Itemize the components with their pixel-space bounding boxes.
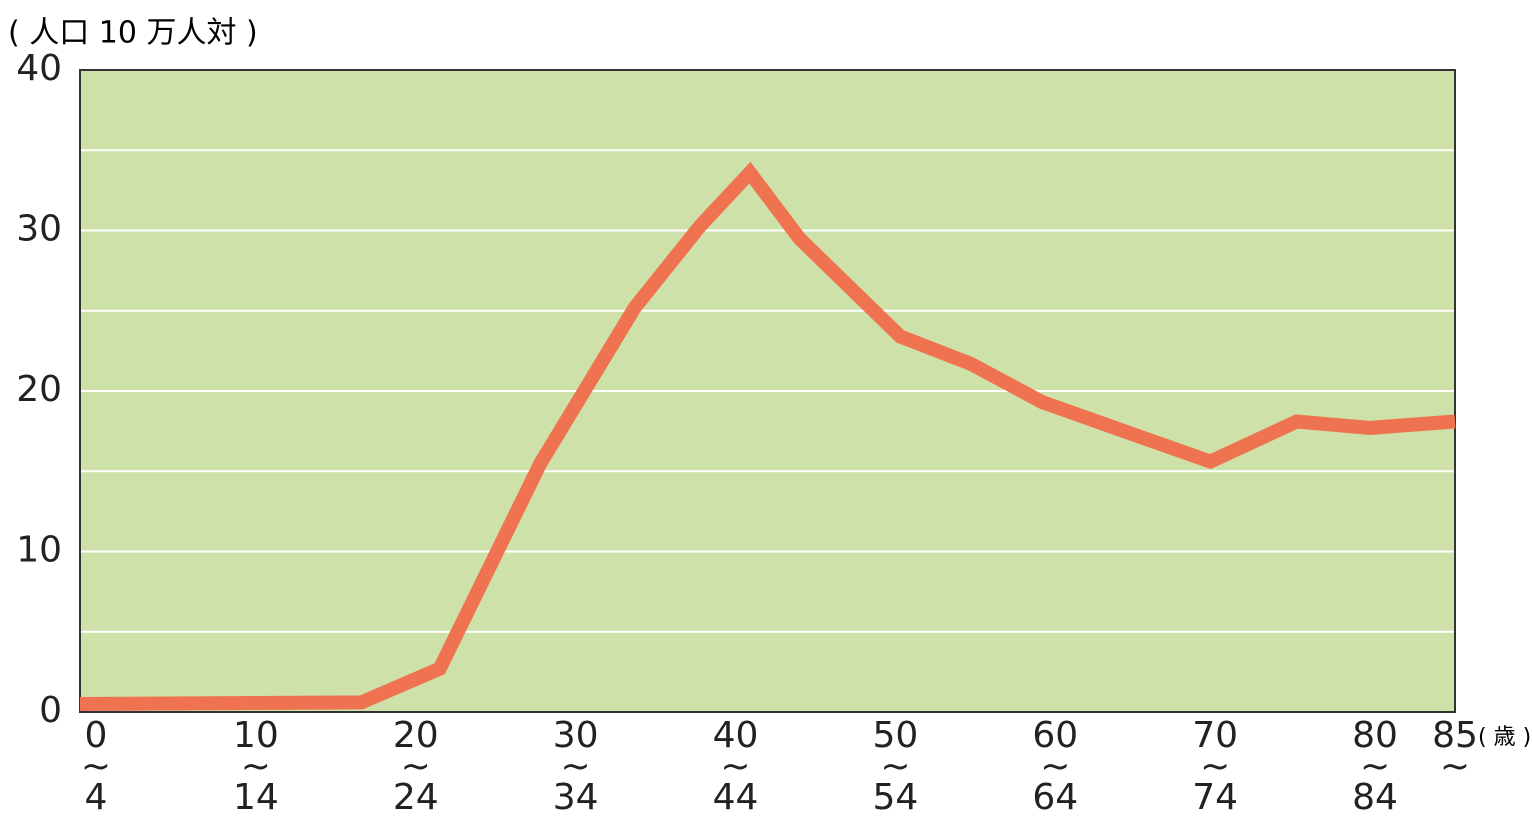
x-tick-label: 85 ~: [1432, 715, 1478, 787]
data-line: [79, 161, 1456, 711]
x-tick-label: 20 ~ 24: [392, 715, 439, 818]
y-tick-label: 30: [16, 209, 62, 250]
x-tick-label: 80 ~ 84: [1352, 715, 1398, 818]
y-tick-label: 40: [16, 48, 62, 89]
y-axis-label: ( 人口 10 万人対 ): [8, 16, 258, 51]
x-tick-label: 60 ~ 64: [1032, 715, 1079, 818]
x-axis-label: ( 歳 ): [1478, 725, 1531, 750]
x-tick-label: 50 ~ 54: [872, 715, 919, 818]
x-tick-label: 10 ~ 14: [232, 715, 279, 818]
x-tick-label: 40 ~ 44: [712, 715, 759, 818]
plot-frame: [79, 69, 1456, 713]
x-tick-label: 70 ~ 74: [1192, 715, 1239, 818]
y-tick-label: 20: [16, 369, 62, 410]
x-tick-label: 30 ~ 34: [552, 715, 599, 818]
x-tick-label: 0 ~ 4: [80, 715, 112, 818]
y-tick-label: 0: [39, 690, 62, 731]
y-tick-label: 10: [16, 530, 62, 571]
